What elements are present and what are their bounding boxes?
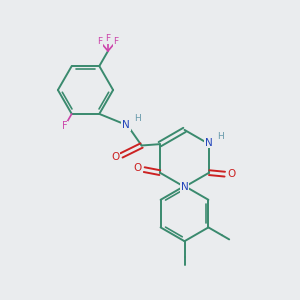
Text: O: O (111, 152, 120, 163)
Text: F: F (113, 37, 119, 46)
Text: O: O (134, 163, 142, 173)
Text: N: N (181, 182, 188, 192)
Text: H: H (217, 132, 224, 141)
Text: H: H (134, 114, 140, 123)
Text: N: N (205, 138, 213, 148)
Text: O: O (227, 169, 236, 179)
Text: F: F (62, 122, 67, 131)
Text: F: F (97, 37, 103, 46)
Text: N: N (122, 120, 130, 130)
Text: F: F (105, 34, 111, 43)
